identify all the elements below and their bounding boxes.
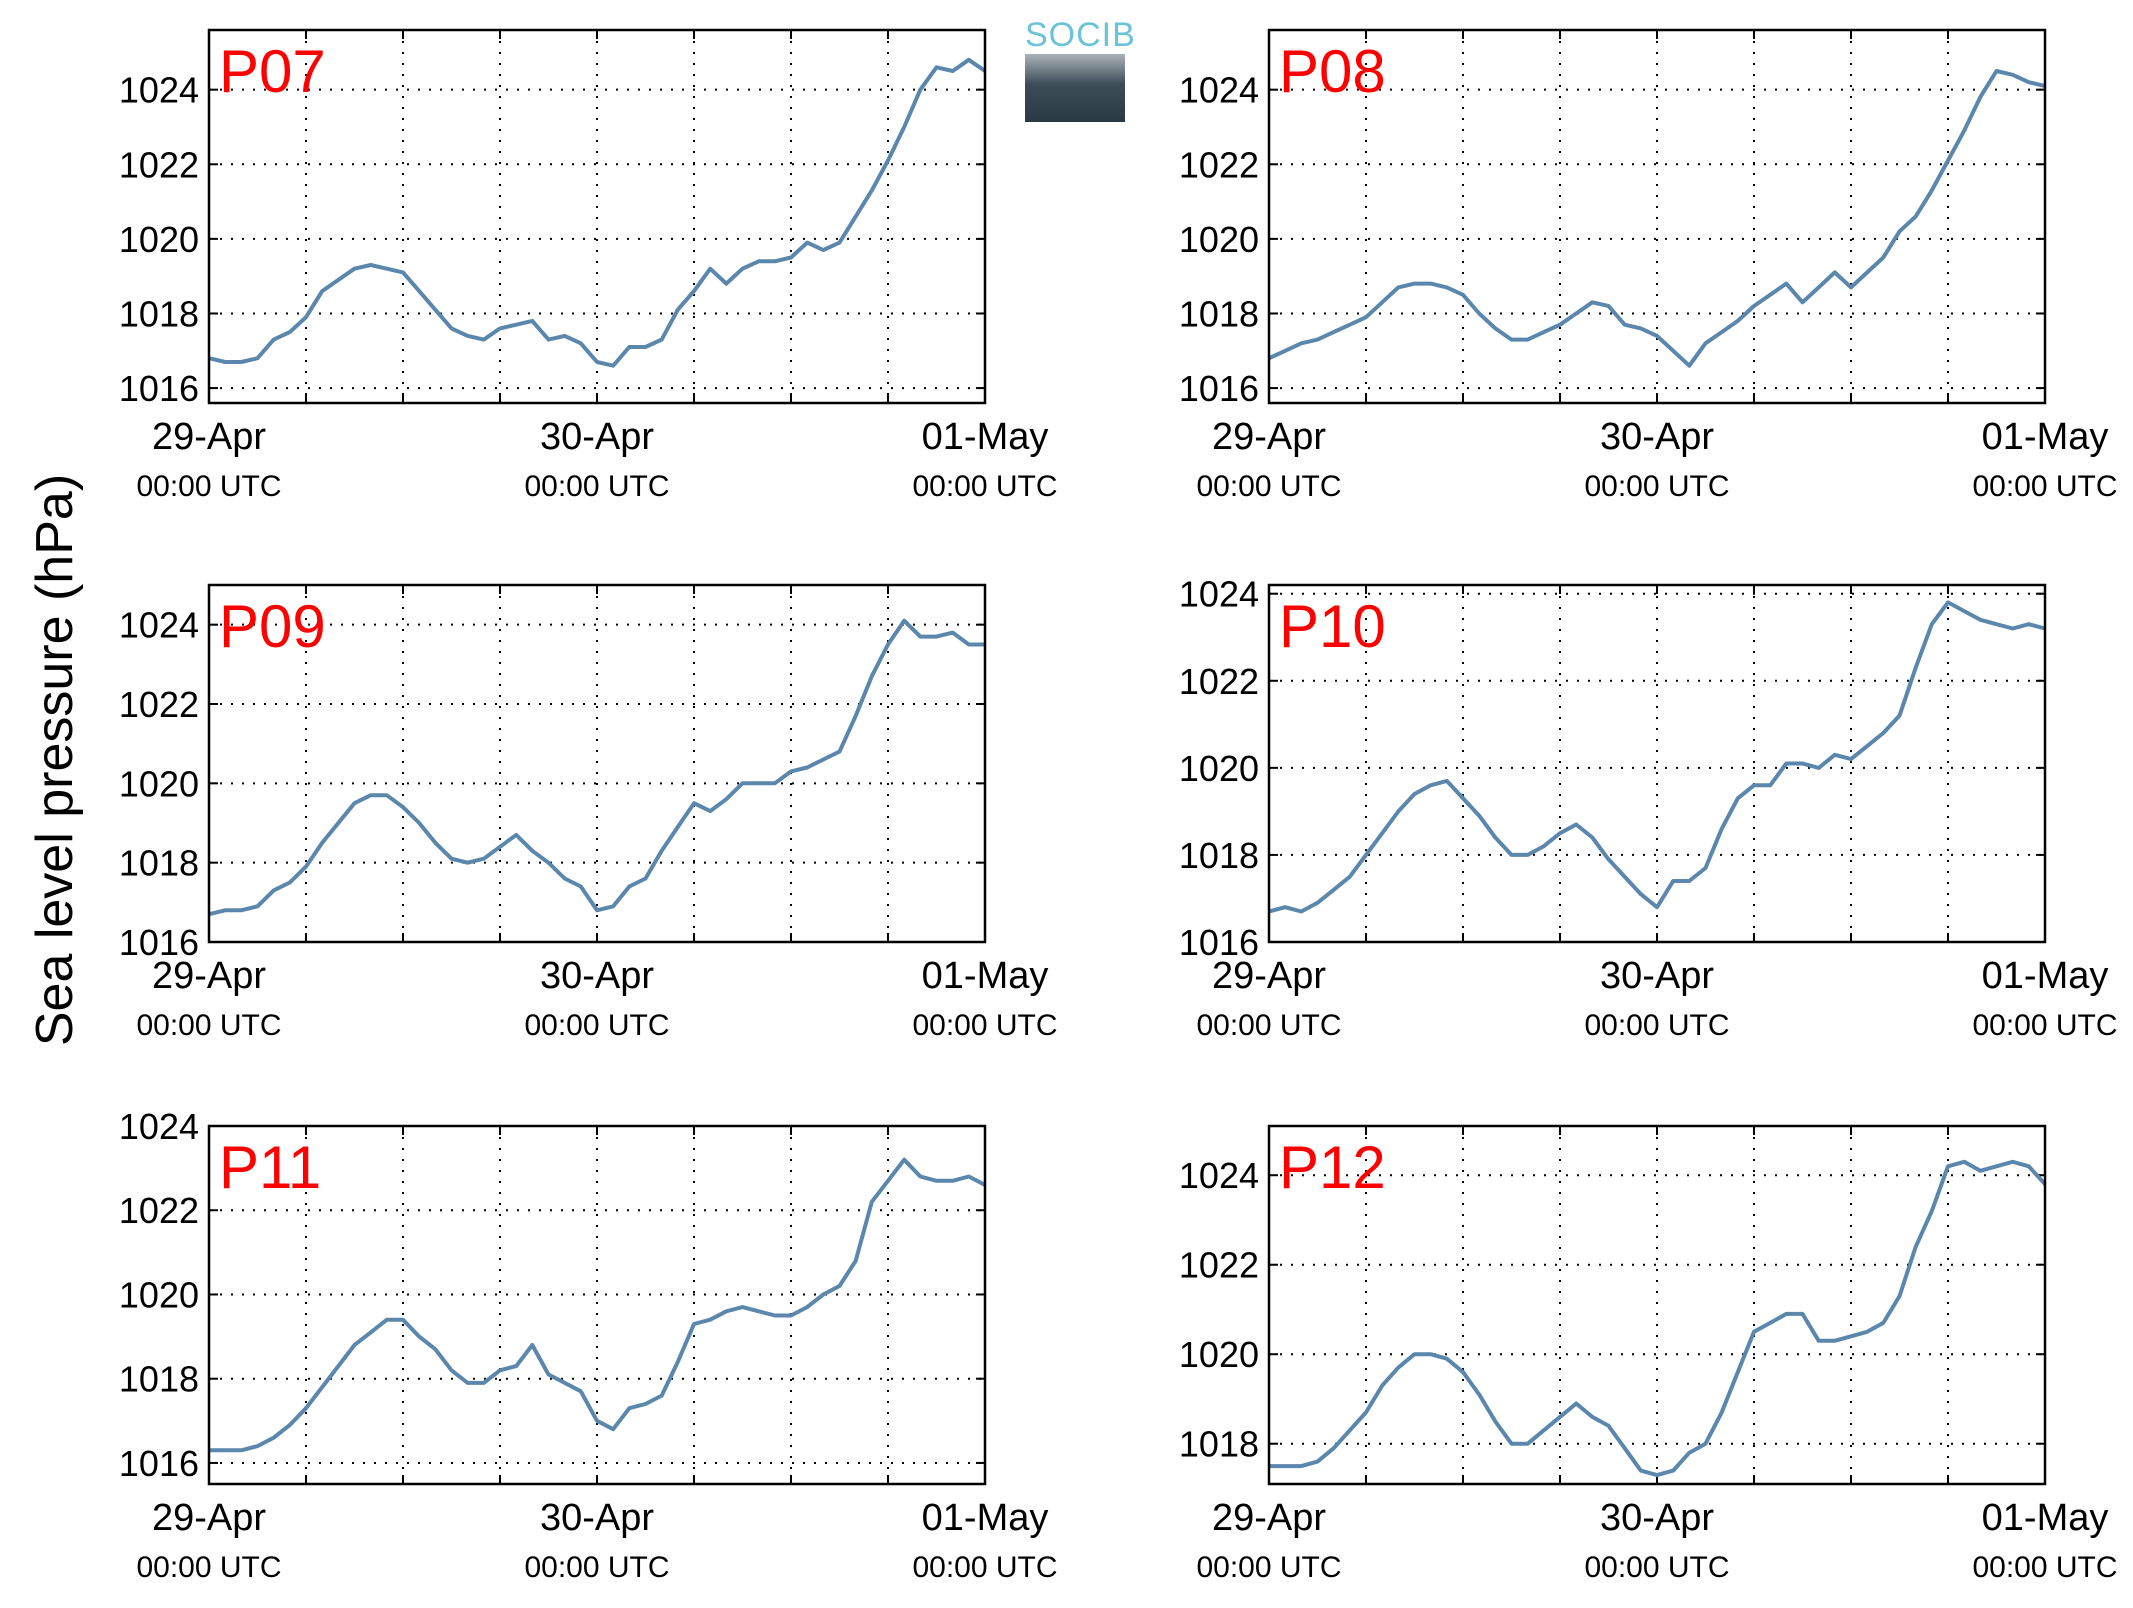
y-tick-label: 1018 xyxy=(119,843,199,884)
axes-frame xyxy=(207,583,987,944)
x-tick-label-date: 30-Apr xyxy=(540,1497,654,1539)
x-tick-label-time: 00:00 UTC xyxy=(1584,470,1729,503)
y-tick-label: 1020 xyxy=(1179,219,1259,260)
x-tick-label-time: 00:00 UTC xyxy=(912,1009,1057,1042)
axes-frame xyxy=(207,28,987,405)
y-tick-label: 1024 xyxy=(119,1106,199,1147)
y-tick-label: 1022 xyxy=(1179,661,1259,702)
y-tick-label: 1018 xyxy=(1179,293,1259,334)
logo-block xyxy=(1025,54,1125,122)
y-tick-label: 1024 xyxy=(119,605,199,646)
x-tick-label-time: 00:00 UTC xyxy=(1972,1551,2117,1584)
y-tick-label: 1018 xyxy=(119,293,199,334)
x-tick-label-date: 30-Apr xyxy=(540,955,654,997)
x-tick-label-date: 29-Apr xyxy=(152,416,266,458)
x-tick-label-date: 30-Apr xyxy=(1600,416,1714,458)
pressure-line xyxy=(1269,1159,2047,1478)
x-tick-label-time: 00:00 UTC xyxy=(136,470,281,503)
y-tick-label: 1024 xyxy=(1179,1155,1259,1196)
y-tick-label: 1022 xyxy=(119,684,199,725)
panel-title: P11 xyxy=(219,1134,321,1201)
x-tick-label-time: 00:00 UTC xyxy=(1196,1009,1341,1042)
logo-text: SOCIB xyxy=(1025,16,1136,54)
x-tick-label-time: 00:00 UTC xyxy=(1196,1551,1341,1584)
y-tick-label: 1020 xyxy=(119,1274,199,1315)
y-tick-label: 1018 xyxy=(1179,1424,1259,1465)
y-tick-label: 1020 xyxy=(1179,1334,1259,1375)
panel-p11: 1016 1018 1020 1022 1024 29-Apr 00:00 UTC 30-Ap… xyxy=(119,1106,1058,1584)
panel-p10: 1016 1018 1020 1022 1024 29-Apr 00:00 UTC 30-Ap… xyxy=(1179,574,2118,1042)
y-tick-label: 1020 xyxy=(119,219,199,260)
pressure-line xyxy=(1268,69,2046,368)
x-tick-label-date: 30-Apr xyxy=(1600,955,1714,997)
y-tick-label: 1016 xyxy=(119,368,199,409)
panel-p09: 1016 1018 1020 1022 1024 29-Apr 00:00 UTC 30-Ap… xyxy=(119,583,1058,1042)
x-tick-label-date: 29-Apr xyxy=(1212,416,1326,458)
y-tick-label: 1020 xyxy=(1179,748,1259,789)
x-tick-label-time: 00:00 UTC xyxy=(1196,470,1341,503)
x-tick-label-date: 29-Apr xyxy=(152,955,266,997)
y-tick-label: 1024 xyxy=(119,70,199,111)
x-tick-label-time: 00:00 UTC xyxy=(524,470,669,503)
x-tick-label-time: 00:00 UTC xyxy=(1972,470,2117,503)
axes-frame xyxy=(1267,583,2047,944)
axes-frame xyxy=(1267,1124,2047,1486)
x-tick-label-date: 29-Apr xyxy=(1212,955,1326,997)
x-tick-label-time: 00:00 UTC xyxy=(524,1009,669,1042)
socib-logo: SOCIB xyxy=(1025,12,1136,122)
panel-p07: 1016 1018 1020 1022 1024 29-Apr 00:00 UTC 30-Ap… xyxy=(119,28,1058,503)
x-tick-label-date: 01-May xyxy=(922,416,1049,458)
y-tick-label: 1016 xyxy=(1179,922,1259,963)
panel-p12: 1018 1020 1022 1024 29-Apr 00:00 UTC 30-Apr 00:… xyxy=(1179,1124,2118,1584)
x-tick-label-time: 00:00 UTC xyxy=(136,1009,281,1042)
y-tick-label: 1016 xyxy=(119,922,199,963)
y-tick-label: 1022 xyxy=(119,1190,199,1231)
x-tick-label-time: 00:00 UTC xyxy=(912,1551,1057,1584)
panel-p08: 1016 1018 1020 1022 1024 29-Apr 00:00 UTC 30-Ap… xyxy=(1179,28,2118,503)
y-tick-label: 1020 xyxy=(119,763,199,804)
x-tick-label-date: 01-May xyxy=(1982,416,2109,458)
x-tick-label-date: 30-Apr xyxy=(540,416,654,458)
axes-frame xyxy=(1267,28,2047,405)
panel-title: P07 xyxy=(219,38,326,105)
y-tick-label: 1024 xyxy=(1179,70,1259,111)
axes-frame xyxy=(207,1124,987,1486)
x-tick-label-time: 00:00 UTC xyxy=(524,1551,669,1584)
x-tick-label-date: 01-May xyxy=(922,1497,1049,1539)
x-tick-label-date: 01-May xyxy=(1982,955,2109,997)
panel-title: P08 xyxy=(1279,38,1386,105)
x-tick-label-time: 00:00 UTC xyxy=(1584,1009,1729,1042)
x-tick-label-time: 00:00 UTC xyxy=(1972,1009,2117,1042)
y-tick-label: 1018 xyxy=(119,1359,199,1400)
x-tick-label-date: 29-Apr xyxy=(152,1497,266,1539)
x-tick-label-date: 01-May xyxy=(922,955,1049,997)
y-tick-label: 1016 xyxy=(119,1443,199,1484)
y-tick-label: 1018 xyxy=(1179,835,1259,876)
y-tick-label: 1022 xyxy=(119,144,199,185)
panel-title: P10 xyxy=(1279,593,1386,660)
x-tick-label-time: 00:00 UTC xyxy=(136,1551,281,1584)
y-tick-label: 1022 xyxy=(1179,144,1259,185)
y-tick-label: 1024 xyxy=(1179,574,1259,615)
pressure-line xyxy=(208,618,985,917)
pressure-line xyxy=(209,1157,986,1453)
x-tick-label-date: 30-Apr xyxy=(1600,1497,1714,1539)
y-tick-label: 1016 xyxy=(1179,368,1259,409)
panel-title: P09 xyxy=(219,593,326,660)
x-tick-label-date: 29-Apr xyxy=(1212,1497,1326,1539)
x-tick-label-date: 01-May xyxy=(1982,1497,2109,1539)
y-tick-label: 1022 xyxy=(1179,1245,1259,1286)
panel-title: P12 xyxy=(1279,1134,1386,1201)
pressure-line xyxy=(208,57,987,368)
x-tick-label-time: 00:00 UTC xyxy=(1584,1551,1729,1584)
x-tick-label-time: 00:00 UTC xyxy=(912,470,1057,503)
pressure-line xyxy=(1268,600,2046,914)
